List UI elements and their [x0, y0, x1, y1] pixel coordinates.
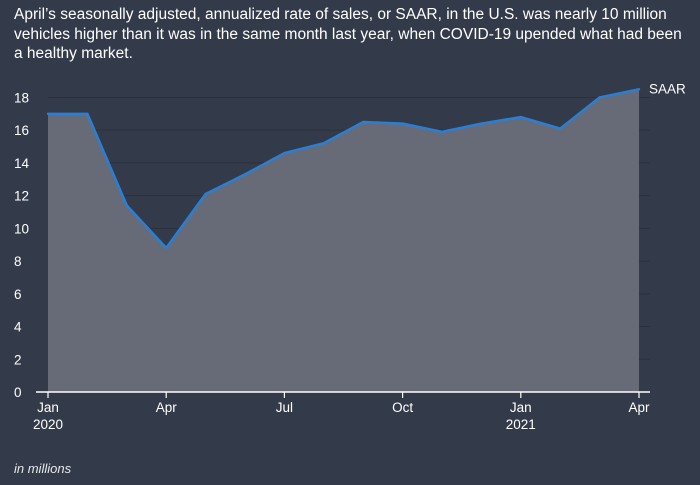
y-tick-label-18: 18	[14, 90, 29, 105]
data-point-2021-02	[559, 127, 562, 130]
data-point-2021-04	[637, 88, 641, 91]
data-point-2021-03	[598, 96, 601, 99]
y-tick-label-16: 16	[14, 123, 29, 138]
data-point-2020-10	[401, 122, 404, 125]
data-point-2020-11	[440, 130, 444, 134]
x-tick-year-label-0: 2020	[33, 417, 63, 432]
y-tick-label-14: 14	[14, 156, 30, 171]
x-tick-label-9: Oct	[392, 400, 413, 415]
y-tick-label-4: 4	[14, 320, 22, 335]
x-tick-label-0: Jan	[37, 400, 59, 415]
data-point-2020-05	[204, 192, 207, 196]
data-point-2020-06	[243, 173, 247, 176]
series-label-saar: SAAR	[649, 81, 686, 96]
data-point-2020-01	[46, 112, 50, 116]
x-tick-label-3: Apr	[156, 400, 178, 415]
axes	[36, 391, 650, 398]
x-tick-label-12: Jan	[510, 400, 532, 415]
data-point-2020-07	[283, 151, 286, 155]
saar-line	[48, 88, 640, 250]
data-point-2020-08	[322, 142, 325, 145]
y-tick-label-12: 12	[14, 189, 29, 204]
saar-area	[48, 89, 639, 393]
y-tick-label-6: 6	[14, 287, 22, 302]
chart-description: April’s seasonally adjusted, annualized …	[14, 6, 682, 62]
data-point-2021-01	[519, 115, 522, 119]
data-point-2020-09	[362, 120, 365, 124]
y-tick-label-8: 8	[14, 254, 22, 269]
y-tick-label-2: 2	[14, 352, 22, 367]
data-point-2020-02	[86, 112, 89, 116]
y-tick-label-0: 0	[14, 385, 22, 400]
data-point-2020-04	[165, 246, 168, 250]
x-tick-label-15: Apr	[628, 400, 650, 415]
units-footnote: in millions	[14, 461, 72, 476]
x-tick-year-label-12: 2021	[506, 417, 536, 432]
tick-labels: 0 2 4 6 8 10 12 14 16 18 Jan 2020 Apr Jul Oct Jan 2021 Ap…	[14, 81, 686, 432]
y-tick-label-10: 10	[14, 221, 29, 236]
data-point-2020-03	[125, 204, 128, 207]
x-tick-label-6: Jul	[276, 400, 293, 415]
data-point-2020-12	[480, 122, 483, 125]
